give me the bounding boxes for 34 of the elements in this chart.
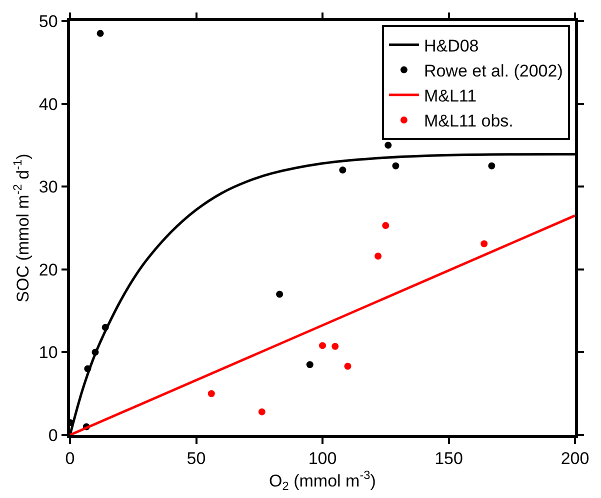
point [382, 222, 390, 230]
point [384, 142, 392, 149]
point [306, 361, 314, 368]
x-tick-label: 50 [186, 449, 206, 468]
x-tick-label: 100 [308, 449, 337, 468]
point [319, 342, 326, 350]
y-tick-label: 20 [38, 260, 58, 280]
x-tick-label: 150 [434, 449, 463, 468]
y-tick-label: 0 [48, 426, 58, 445]
point [332, 342, 339, 350]
y-tick-label: 50 [38, 12, 58, 31]
y-tick-label: 10 [38, 343, 58, 362]
point [92, 348, 99, 356]
x-tick-label: 200 [560, 449, 590, 468]
point [84, 365, 92, 372]
legend-label: H&D08 [424, 36, 479, 56]
point [339, 166, 346, 174]
point [480, 240, 488, 248]
point [208, 390, 215, 398]
y-tick-label: 40 [38, 94, 58, 114]
legend-label: Rowe et al. (2002) [424, 61, 563, 80]
point [276, 290, 284, 298]
legend-label: M&L11 [424, 86, 477, 106]
point [344, 362, 352, 370]
point [374, 252, 382, 260]
point [258, 408, 266, 416]
x-axis-title: O$_{2}$ (mmol m$^{-3}$) [269, 468, 376, 493]
point [96, 30, 104, 37]
point [488, 162, 496, 170]
point [102, 324, 109, 331]
point [392, 162, 400, 170]
x-tick-label: 0 [65, 449, 75, 468]
legend-label: M&L11 obs. [424, 112, 514, 131]
y-tick-label: 30 [38, 178, 58, 197]
